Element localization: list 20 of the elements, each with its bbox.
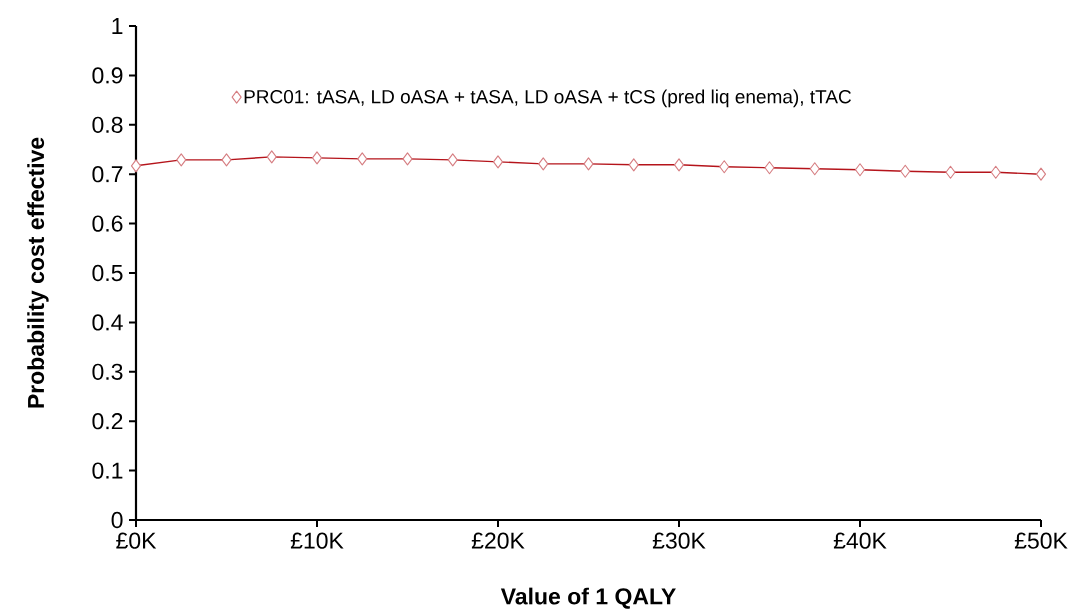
y-tick-label: 0.3	[92, 363, 123, 380]
y-tick-label: 0.6	[92, 215, 123, 232]
y-tick-label: 0.7	[92, 166, 123, 183]
x-tick-label: £10K	[290, 532, 344, 549]
x-axis-title: Value of 1 QALY	[500, 587, 676, 609]
y-tick-label: 0.2	[92, 413, 123, 430]
x-tick-label: £0K	[116, 532, 157, 549]
y-axis-title: Probability cost effective	[27, 137, 49, 408]
y-tick-label: 0.9	[92, 67, 123, 84]
y-tick-label: 0	[111, 511, 123, 529]
x-tick-label: £40K	[833, 532, 887, 549]
y-tick-label: 1	[112, 18, 123, 34]
y-tick-label: 0.1	[92, 462, 123, 479]
y-tick-label: 0.4	[92, 314, 123, 331]
y-tick-label: 0.5	[92, 264, 123, 282]
x-tick-label: £50K	[1014, 532, 1068, 549]
x-tick-label: £20K	[471, 532, 525, 549]
legend-label: PRC01: tASA, LD oASA + tASA, LD oASA + tCS (pred liq enema), tTAC	[244, 89, 851, 108]
y-tick-label: 0.8	[92, 116, 123, 133]
x-tick-label: £30K	[652, 532, 706, 549]
